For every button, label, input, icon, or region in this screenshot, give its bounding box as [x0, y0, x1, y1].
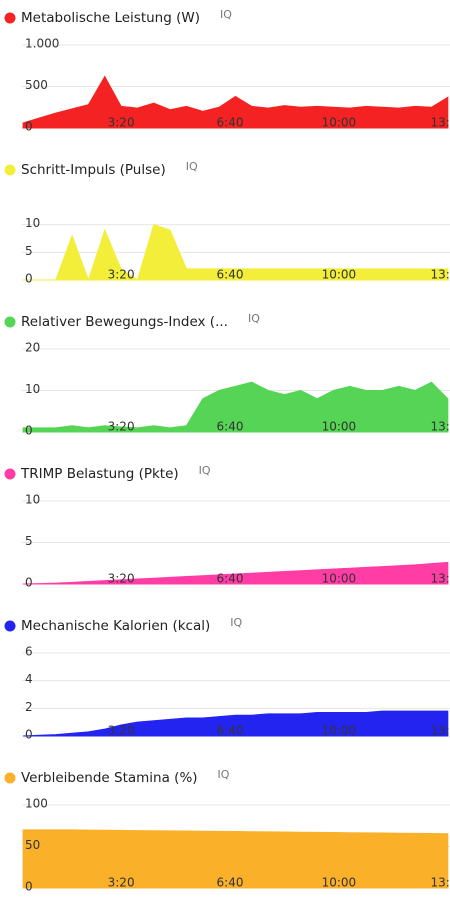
chart-title: Schritt-Impuls (Pulse): [21, 162, 166, 178]
area: [23, 561, 449, 585]
x-tick-label: 13:20: [431, 116, 450, 130]
y-tick-label: 6: [25, 645, 33, 659]
y-tick-label: 5: [25, 244, 33, 258]
x-tick-label: 13:20: [431, 268, 450, 282]
x-tick-label: 6:40: [217, 724, 244, 738]
x-tick-label: 13:20: [431, 572, 450, 586]
y-tick-label: 0: [25, 424, 33, 438]
iq-badge: IQ: [218, 768, 230, 781]
iq-badge: IQ: [186, 160, 198, 173]
y-tick-label: 100: [25, 797, 48, 811]
legend-dot: [4, 620, 16, 632]
x-tick-label: 10:00: [322, 572, 357, 586]
y-tick-label: 4: [25, 672, 33, 686]
x-tick-label: 6:40: [217, 268, 244, 282]
legend-dot: [4, 772, 16, 784]
legend-dot: [4, 12, 16, 24]
y-tick-label: 5: [25, 534, 33, 548]
x-tick-label: 10:00: [322, 420, 357, 434]
area: [22, 829, 449, 889]
x-tick-label: 13:20: [431, 876, 450, 890]
x-tick-label: 6:40: [217, 420, 244, 434]
x-tick-label: 6:40: [217, 116, 244, 130]
legend-dot: [4, 316, 16, 328]
x-tick-label: 3:20: [108, 572, 135, 586]
y-tick-label: 20: [25, 341, 40, 355]
x-tick-label: 3:20: [108, 876, 135, 890]
chart-title: Mechanische Kalorien (kcal): [21, 618, 210, 634]
x-tick-label: 13:20: [431, 724, 450, 738]
y-tick-label: 10: [25, 382, 40, 396]
chart-title: Metabolische Leistung (W): [21, 10, 200, 26]
y-tick-label: 0: [25, 576, 33, 590]
legend-dot: [4, 164, 16, 176]
y-tick-label: 0: [25, 272, 33, 286]
x-tick-label: 3:20: [108, 268, 135, 282]
y-tick-label: 1.000: [25, 37, 59, 51]
x-tick-label: 3:20: [108, 420, 135, 434]
iq-badge: IQ: [199, 464, 211, 477]
y-tick-label: 0: [25, 880, 33, 894]
y-tick-label: 0: [25, 120, 33, 134]
y-tick-label: 0: [25, 728, 33, 742]
y-tick-label: 50: [25, 838, 40, 852]
x-tick-label: 10:00: [322, 876, 357, 890]
x-tick-label: 6:40: [217, 876, 244, 890]
x-tick-label: 3:20: [108, 116, 135, 130]
x-tick-label: 6:40: [217, 572, 244, 586]
chart-title: Verbleibende Stamina (%): [21, 770, 198, 786]
area: [23, 224, 449, 282]
iq-badge: IQ: [230, 616, 242, 629]
iq-badge: IQ: [220, 8, 232, 21]
legend-dot: [4, 468, 16, 480]
x-tick-label: 10:00: [322, 724, 357, 738]
chart-title: TRIMP Belastung (Pkte): [20, 466, 179, 482]
x-tick-label: 13:20: [431, 420, 450, 434]
area: [23, 710, 449, 737]
x-tick-label: 3:20: [108, 724, 135, 738]
area: [22, 381, 449, 433]
y-tick-label: 10: [25, 216, 40, 230]
x-tick-label: 10:00: [322, 116, 357, 130]
area: [22, 75, 449, 129]
chart-title: Relativer Bewegungs-Index (...: [21, 314, 228, 330]
y-tick-label: 2: [25, 700, 33, 714]
y-tick-label: 10: [25, 493, 40, 507]
y-tick-label: 500: [25, 78, 48, 92]
x-tick-label: 10:00: [322, 268, 357, 282]
iq-badge: IQ: [248, 312, 260, 325]
